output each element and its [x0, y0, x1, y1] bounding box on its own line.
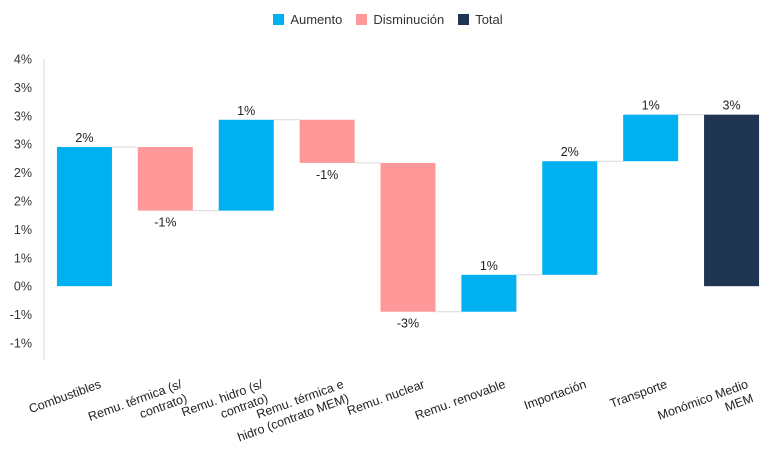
y-tick-label: 0% [14, 280, 32, 294]
legend-swatch-disminucion [356, 14, 368, 25]
legend-item-total: Total [458, 12, 503, 27]
chart-legend: Aumento Disminución Total [0, 12, 776, 27]
legend-swatch-aumento [273, 14, 285, 25]
y-tick-label: 3% [14, 109, 32, 123]
bar [542, 161, 598, 275]
y-tick-label: 1% [14, 223, 32, 237]
y-tick-label: 3% [14, 81, 32, 95]
y-tick-label: 2% [14, 166, 32, 180]
data-label: 1% [480, 259, 498, 273]
y-tick-label: 3% [14, 138, 32, 152]
y-tick-label: -1% [10, 308, 32, 322]
data-label: -3% [397, 317, 419, 331]
y-tick-label: -1% [10, 336, 32, 350]
legend-swatch-total [458, 14, 470, 25]
bar [218, 119, 274, 211]
x-tick-label-line: Remu. renovable [413, 377, 507, 423]
bar [623, 114, 679, 162]
bar [461, 274, 517, 312]
x-tick-label-line: Importación [522, 377, 588, 413]
y-tick-label: 4% [14, 53, 32, 67]
x-tick-label: Remu. térmica (s/contrato) [86, 377, 189, 424]
bar [704, 114, 760, 287]
y-tick-label: 2% [14, 194, 32, 208]
x-tick-label: Remu. renovable [413, 377, 507, 423]
data-label: 2% [561, 145, 579, 159]
legend-item-disminucion: Disminución [356, 12, 444, 27]
bar [137, 147, 193, 211]
bar [299, 119, 355, 163]
legend-label-aumento: Aumento [290, 12, 343, 27]
data-label: 3% [723, 99, 741, 113]
data-label: -1% [316, 168, 338, 182]
data-label: -1% [154, 216, 176, 230]
x-tick-label: Transporte [608, 377, 669, 411]
bar [56, 147, 112, 287]
legend-label-total: Total [475, 12, 503, 27]
bar [380, 162, 436, 312]
legend-label-disminucion: Disminución [373, 12, 445, 27]
legend-item-aumento: Aumento [273, 12, 342, 27]
data-label: 2% [75, 131, 93, 145]
data-label: 1% [642, 99, 660, 113]
x-tick-label-line: Transporte [608, 377, 669, 411]
data-label: 1% [237, 104, 255, 118]
y-tick-label: 1% [14, 251, 32, 265]
x-tick-label: Importación [522, 377, 588, 413]
